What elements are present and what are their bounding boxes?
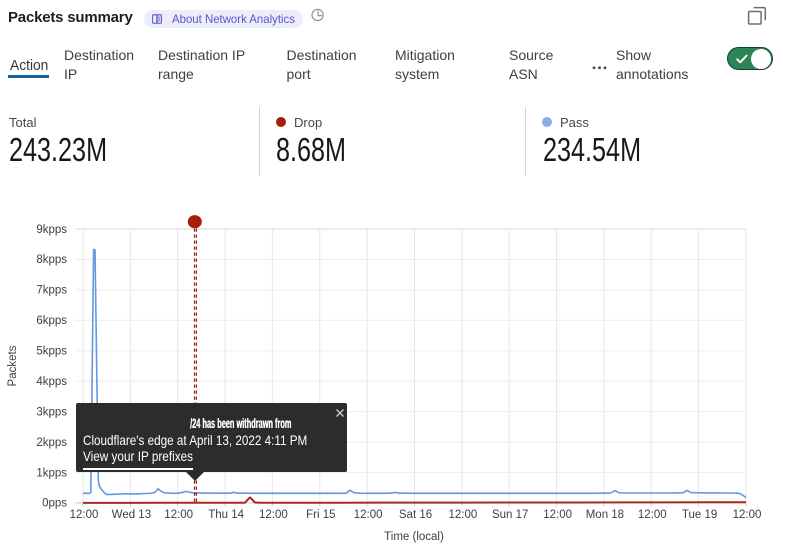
svg-text:12:00: 12:00 — [259, 509, 288, 521]
svg-text:12:00: 12:00 — [638, 509, 667, 521]
svg-text:Thu 14: Thu 14 — [208, 509, 244, 521]
svg-text:6kpps: 6kpps — [36, 315, 67, 327]
svg-text:Fri 15: Fri 15 — [306, 509, 335, 521]
svg-text:4kpps: 4kpps — [36, 376, 67, 388]
svg-text:Tue 19: Tue 19 — [682, 509, 717, 521]
svg-text:5kpps: 5kpps — [36, 346, 67, 358]
svg-text:2kpps: 2kpps — [36, 437, 67, 449]
svg-text:12:00: 12:00 — [164, 509, 193, 521]
svg-text:8kpps: 8kpps — [36, 254, 67, 266]
svg-text:1kpps: 1kpps — [36, 467, 67, 479]
svg-text:Mon 18: Mon 18 — [586, 509, 624, 521]
svg-text:3kpps: 3kpps — [36, 406, 67, 418]
svg-text:Sat 16: Sat 16 — [399, 509, 432, 521]
svg-text:12:00: 12:00 — [733, 509, 762, 521]
svg-text:12:00: 12:00 — [354, 509, 383, 521]
svg-text:0pps: 0pps — [42, 498, 67, 510]
svg-text:12:00: 12:00 — [70, 509, 99, 521]
svg-text:Sun 17: Sun 17 — [492, 509, 528, 521]
svg-text:9kpps: 9kpps — [36, 224, 67, 236]
svg-text:Packets: Packets — [7, 345, 19, 386]
svg-text:12:00: 12:00 — [449, 509, 478, 521]
svg-text:Time (local): Time (local) — [384, 531, 444, 543]
svg-text:Wed 13: Wed 13 — [112, 509, 151, 521]
svg-text:12:00: 12:00 — [543, 509, 572, 521]
svg-text:7kpps: 7kpps — [36, 285, 67, 297]
